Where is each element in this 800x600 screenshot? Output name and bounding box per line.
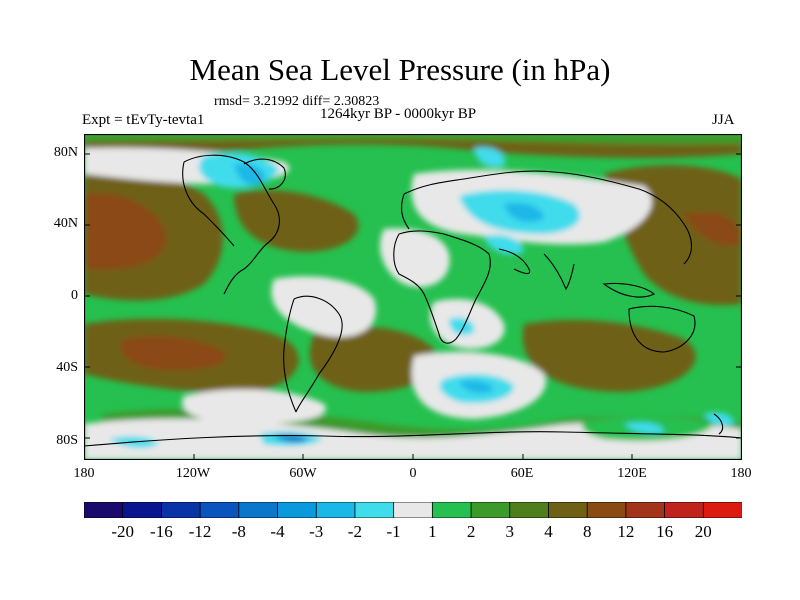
rmsd-diff-stats: rmsd= 3.21992 diff= 2.30823 — [214, 94, 380, 109]
colorbar-label: 1 — [428, 522, 437, 541]
lon-label-60w: 60W — [289, 466, 317, 481]
colorbar-swatch — [586, 502, 627, 518]
season-label: JJA — [712, 112, 735, 128]
colorbar-swatch — [199, 502, 240, 518]
colorbar-swatch — [702, 502, 742, 518]
colorbar-label: -1 — [386, 522, 401, 541]
colorbar-label: -20 — [111, 522, 135, 541]
pressure-map — [84, 134, 742, 460]
lat-label-80s: 80S — [56, 433, 78, 448]
colorbar — [84, 502, 742, 518]
colorbar-swatch — [509, 502, 550, 518]
lat-label-0: 0 — [71, 288, 78, 303]
lon-label-180w: 180 — [73, 466, 95, 481]
colorbar-swatch — [470, 502, 511, 518]
colorbar-swatch — [548, 502, 588, 518]
colorbar-swatch — [277, 502, 317, 518]
colorbar-swatch — [122, 502, 163, 518]
colorbar-label: 12 — [617, 522, 635, 541]
chart-title: Mean Sea Level Pressure (in hPa) — [189, 52, 611, 87]
colorbar-label: 2 — [466, 522, 476, 541]
time-period: 1264kyr BP - 0000kyr BP — [320, 106, 477, 122]
colorbar-swatch — [161, 502, 201, 518]
colorbar-label: -8 — [231, 522, 246, 541]
colorbar-swatch — [84, 502, 124, 518]
lat-label-40n: 40N — [53, 216, 78, 231]
colorbar-swatch — [431, 502, 472, 518]
colorbar-swatch — [315, 502, 356, 518]
colorbar-label: -16 — [150, 522, 173, 541]
colorbar-label: 20 — [694, 522, 712, 541]
colorbar-label: -3 — [309, 522, 324, 541]
colorbar-label: 8 — [582, 522, 592, 541]
colorbar-swatch — [664, 502, 705, 518]
colorbar-label: -12 — [188, 522, 212, 541]
colorbar-swatch — [625, 502, 666, 518]
coastlines — [84, 154, 742, 447]
pressure-field — [84, 134, 742, 460]
lon-label-120e: 120E — [617, 466, 647, 481]
lon-label-120w: 120W — [175, 466, 211, 481]
experiment-label: Expt = tEvTy-tevta1 — [82, 112, 205, 128]
colorbar-label: -4 — [270, 522, 285, 541]
colorbar-swatch — [354, 502, 395, 518]
colorbar-label: 16 — [656, 522, 674, 541]
colorbar-label: 3 — [505, 522, 515, 541]
colorbar-swatch — [393, 502, 434, 518]
axis-ticks — [84, 153, 742, 460]
lat-label-80n: 80N — [53, 145, 78, 160]
lat-label-40s: 40S — [56, 360, 78, 375]
lon-label-60e: 60E — [510, 466, 534, 481]
colorbar-swatch — [238, 502, 279, 518]
colorbar-label: -2 — [347, 522, 362, 541]
lon-label-180e: 180 — [730, 466, 752, 481]
lon-label-0: 0 — [409, 466, 417, 481]
colorbar-label: 4 — [544, 522, 553, 541]
